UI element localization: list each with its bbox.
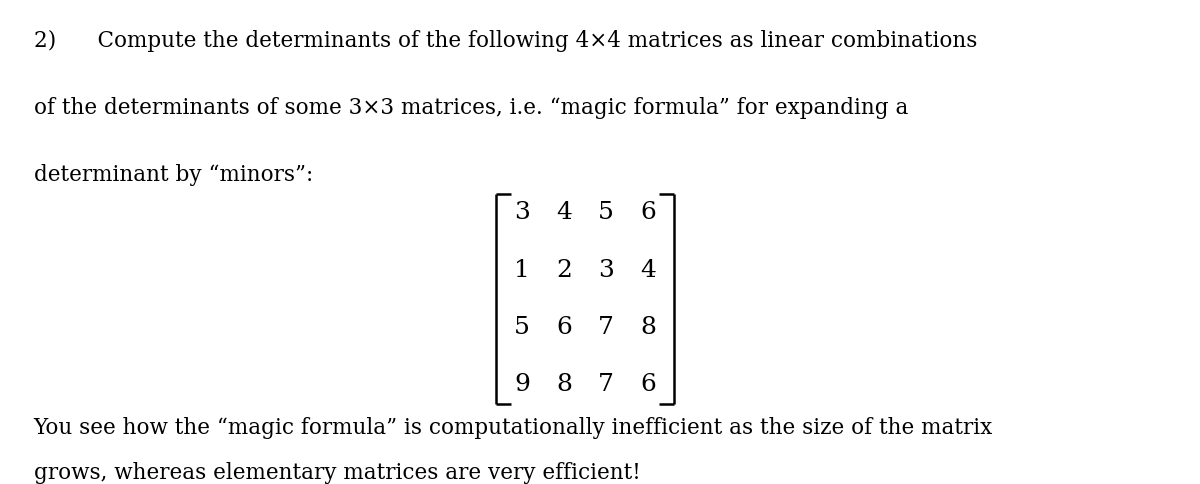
Text: 8: 8 xyxy=(556,373,572,396)
Text: 7: 7 xyxy=(598,373,614,396)
Text: 4: 4 xyxy=(640,258,656,282)
Text: 6: 6 xyxy=(640,201,656,225)
Text: 3: 3 xyxy=(598,258,614,282)
Text: 9: 9 xyxy=(514,373,530,396)
Text: 4: 4 xyxy=(556,201,572,225)
Text: 8: 8 xyxy=(640,316,656,339)
Text: 2: 2 xyxy=(556,258,572,282)
Text: 5: 5 xyxy=(514,316,530,339)
Text: determinant by “minors”:: determinant by “minors”: xyxy=(34,164,313,185)
Text: 1: 1 xyxy=(514,258,530,282)
Text: 5: 5 xyxy=(598,201,614,225)
Text: 7: 7 xyxy=(598,316,614,339)
Text: 3: 3 xyxy=(514,201,530,225)
Text: grows, whereas elementary matrices are very efficient!: grows, whereas elementary matrices are v… xyxy=(34,462,641,484)
Text: 6: 6 xyxy=(556,316,572,339)
Text: You see how the “magic formula” is computationally inefficient as the size of th: You see how the “magic formula” is compu… xyxy=(34,417,992,439)
Text: 2)      Compute the determinants of the following 4×4 matrices as linear combina: 2) Compute the determinants of the follo… xyxy=(34,30,977,52)
Text: 6: 6 xyxy=(640,373,656,396)
Text: of the determinants of some 3×3 matrices, i.e. “magic formula” for expanding a: of the determinants of some 3×3 matrices… xyxy=(34,97,908,119)
